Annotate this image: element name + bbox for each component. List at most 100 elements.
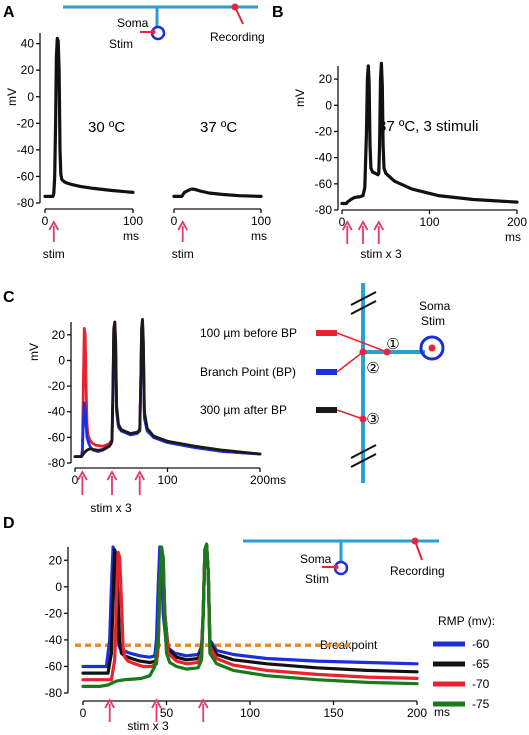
x-tick-label: 100: [123, 214, 143, 228]
y-tick-label: -60: [45, 659, 63, 673]
y-tick-label: -40: [315, 151, 333, 165]
trace: [340, 61, 519, 206]
legend-label: -75: [472, 697, 490, 711]
x-tick-label: 0: [171, 214, 178, 228]
x-tick-label: 0: [339, 215, 346, 229]
legend-title: RMP (mv):: [438, 614, 495, 628]
stim-arrow-head: [48, 220, 60, 231]
y-tick-label: -40: [48, 405, 66, 419]
stim-label: stim x 3: [90, 501, 132, 515]
legend-label-branch-point: Branch Point (BP): [200, 365, 296, 379]
y-tick-label: -60: [17, 169, 35, 183]
panel-c-legend-diagram: 100 µm before BP Branch Point (BP) 300 µ…: [200, 283, 451, 483]
y-tick-label: -60: [315, 177, 333, 191]
x-tick-label: 200: [250, 473, 270, 487]
y-tick-label: 40: [21, 37, 35, 51]
y-tick-label: 20: [21, 63, 35, 77]
stim-marker: [428, 344, 436, 352]
y-tick-label: -80: [48, 456, 66, 470]
panel-b-chart: mV 37 ºC, 3 stimuli 200-20-40-60-800 100 2…: [293, 61, 527, 261]
stim-label: stim x 3: [127, 719, 169, 733]
stim-arrow-head: [177, 220, 188, 231]
trace-after-bp: [73, 317, 262, 459]
panel-d-legend: RMP (mv): -60 -65 -70 -75: [433, 614, 495, 711]
stim-marker: [150, 29, 156, 35]
x-tick-label: 0: [80, 706, 87, 720]
y-tick-label: -20: [315, 124, 333, 138]
recording-label: Recording: [210, 30, 265, 44]
site-number-1: ①: [386, 336, 399, 353]
y-tick-label: -20: [45, 606, 63, 620]
y-tick-label: 0: [27, 90, 34, 104]
panel-letter-d: D: [3, 515, 15, 532]
legend-label: -70: [472, 677, 490, 691]
trace: [43, 36, 135, 198]
panel-d-neuron-diagram: Soma Stim Recording: [243, 537, 445, 586]
stim-label: stim x 3: [360, 247, 402, 261]
y-axis-label: mV: [293, 89, 307, 107]
x-unit-label: ms: [270, 473, 286, 487]
x-tick-label: 50: [160, 706, 174, 720]
stim-arrow-head: [197, 698, 209, 709]
trace-rmp: [81, 542, 419, 689]
y-tick-label: -60: [48, 430, 66, 444]
y-tick-label: -80: [315, 203, 333, 217]
connector-2: [336, 351, 364, 373]
panel-letter-b: B: [272, 4, 284, 21]
soma-label: Soma: [300, 552, 332, 566]
stim-label: Stim: [109, 37, 133, 51]
stim-label: stim: [172, 247, 194, 261]
legend-label: -60: [472, 637, 490, 651]
panel-a-neuron-diagram: Soma Stim Recording: [63, 3, 265, 51]
y-tick-label: 20: [52, 328, 66, 342]
site-number-2: ②: [366, 360, 379, 377]
legend-label-before-bp: 100 µm before BP: [200, 326, 297, 340]
y-tick-label: -80: [17, 196, 35, 210]
y-tick-label: 0: [55, 580, 62, 594]
stim-label: stim: [43, 247, 65, 261]
site-marker-2: [359, 348, 367, 356]
x-unit-label: ms: [123, 229, 139, 243]
stim-arrow-head: [134, 470, 146, 481]
y-tick-label: -20: [48, 379, 66, 393]
break-mark-top-2: [350, 300, 377, 315]
x-tick-label: 200: [407, 706, 427, 720]
stim-arrow-head: [373, 220, 385, 231]
site-number-3: ③: [366, 411, 379, 428]
x-unit-label: ms: [505, 230, 521, 244]
y-tick-label: -40: [17, 143, 35, 157]
connector-1: [336, 332, 388, 353]
stim-label: Stim: [421, 314, 445, 328]
stim-arrow-head: [104, 698, 116, 709]
x-tick-label: 100: [240, 706, 260, 720]
y-tick-label: -20: [17, 116, 35, 130]
trace: [172, 187, 263, 198]
site-marker-1: [383, 348, 391, 356]
soma-label: Soma: [419, 299, 451, 313]
recording-label: Recording: [390, 564, 445, 578]
stim-arrow-head: [151, 698, 162, 709]
recording-marker: [411, 537, 419, 545]
soma-icon: [419, 335, 445, 361]
recording-marker: [231, 3, 239, 11]
break-mark-bottom-2: [350, 453, 377, 468]
stim-arrow-head: [357, 220, 369, 231]
x-tick-label: 100: [157, 473, 177, 487]
y-axis: 40 20 0 -20 -40 -60 -80: [17, 33, 41, 210]
x-tick-label: 0: [42, 214, 49, 228]
y-axis-label: mV: [27, 343, 41, 361]
x-tick-label: 100: [251, 214, 271, 228]
break-mark-bottom-1: [350, 444, 377, 459]
stim-arrow-head: [341, 220, 353, 231]
stim-arrow-head: [106, 470, 118, 481]
x-tick-label: 0: [72, 473, 79, 487]
soma-label: Soma: [117, 16, 149, 30]
y-tick-label: 20: [319, 72, 333, 86]
y-axis-label: mV: [5, 88, 19, 106]
site-marker-3: [359, 415, 367, 423]
break-mark-top-1: [350, 291, 377, 306]
y-tick-label: 20: [49, 553, 63, 567]
